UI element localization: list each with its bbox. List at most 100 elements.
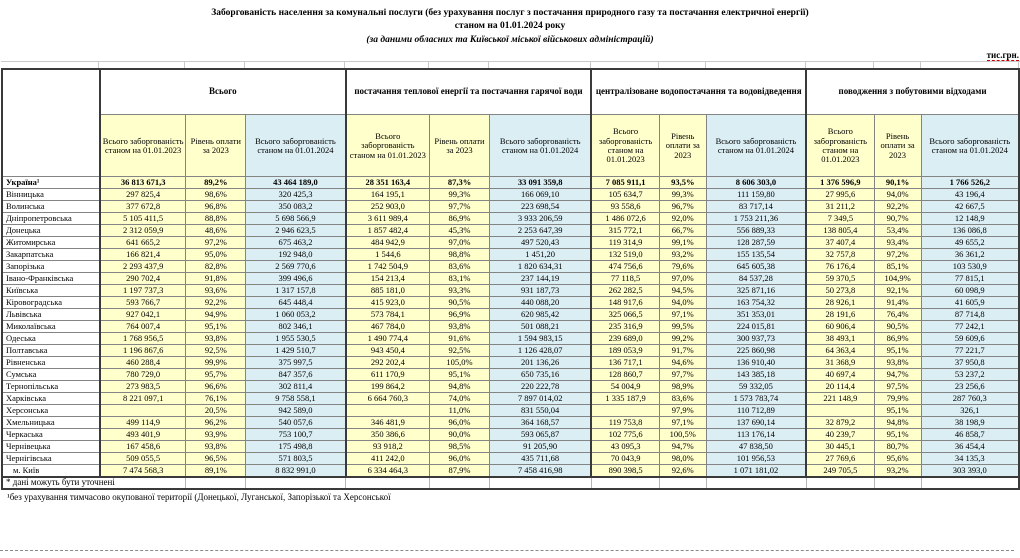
empty-cell — [185, 476, 247, 490]
debt-cell: 54 004,9 — [590, 380, 660, 394]
pay-level-cell: 79,9% — [873, 392, 922, 406]
pay-level-cell: 90,0% — [429, 428, 490, 442]
pay-level-cell: 94,7% — [873, 368, 922, 382]
debt-cell: 5 698 566,9 — [245, 212, 347, 226]
debt-cell: 943 450,4 — [344, 344, 431, 358]
pay-level-cell: 97,7% — [658, 368, 707, 382]
debt-cell: 847 357,6 — [245, 368, 347, 382]
debt-cell: 220 222,78 — [488, 380, 592, 394]
debt-cell: 32 757,8 — [805, 248, 875, 262]
pay-level-cell: 94,0% — [873, 188, 922, 202]
col-header-pay-level-2023: Рівень оплати за 2023 — [873, 114, 922, 178]
debt-cell: 302 811,4 — [245, 380, 347, 394]
debt-cell: 831 550,04 — [488, 404, 592, 418]
pay-level-cell: 91,7% — [658, 344, 707, 358]
pay-level-cell: 97,2% — [873, 248, 922, 262]
debt-cell: 346 481,9 — [344, 416, 431, 430]
pay-level-cell: 83,6% — [429, 260, 490, 274]
region-name: Кіровоградська — [1, 296, 101, 310]
debt-cell: 501 088,21 — [488, 320, 592, 334]
debt-cell: 43 464 189,0 — [245, 176, 347, 190]
debt-cell: 1 317 157,8 — [245, 284, 347, 298]
pay-level-cell: 92,0% — [658, 212, 707, 226]
debt-cell: 77 221,7 — [920, 344, 1020, 358]
pay-level-cell: 11,0% — [429, 404, 490, 418]
debt-cell: 320 425,3 — [245, 188, 347, 202]
debt-cell: 1 490 774,4 — [344, 332, 431, 346]
table-row: Полтавська 1 196 867,6 92,5% 1 429 510,7 943… — [1, 344, 1020, 358]
pay-level-cell: 92,2% — [873, 200, 922, 214]
pay-level-cell: 87,9% — [429, 464, 490, 478]
debt-cell: 201 136,26 — [488, 356, 592, 370]
debt-cell: 93 558,6 — [590, 200, 660, 214]
empty-cell — [805, 476, 875, 490]
pay-level-cell: 80,7% — [873, 440, 922, 454]
col-header-pay-level-2023: Рівень оплати за 2023 — [658, 114, 707, 178]
region-name: Миколаївська — [1, 320, 101, 334]
pay-level-cell: 95,0% — [185, 248, 247, 262]
debt-cell: 36 454,4 — [920, 440, 1020, 454]
footnote-occupied-territories: ¹без урахування тимчасово окупованої тер… — [7, 491, 391, 502]
pay-level-cell: 95,1% — [873, 344, 922, 358]
debt-cell: 303 393,0 — [920, 464, 1020, 478]
debt-cell: 192 948,0 — [245, 248, 347, 262]
table-row: Волинська 377 672,8 96,8% 350 083,2 252 903,… — [1, 200, 1020, 214]
debt-cell: 59 609,6 — [920, 332, 1020, 346]
debt-cell: 890 398,5 — [590, 464, 660, 478]
pay-level-cell: 92,5% — [429, 344, 490, 358]
debt-cell: 802 346,1 — [245, 320, 347, 334]
debt-cell: 1 820 634,31 — [488, 260, 592, 274]
table-row: Чернігівська 509 055,5 96,5% 571 803,5 411 2… — [1, 452, 1020, 466]
region-name: Тернопільська — [1, 380, 101, 394]
debt-cell: 1 071 181,02 — [705, 464, 807, 478]
pay-level-cell: 95,1% — [185, 320, 247, 334]
debt-cell: 59 332,05 — [705, 380, 807, 394]
region-name: Івано-Франківська — [1, 272, 101, 286]
debt-cell: 1 486 072,6 — [590, 212, 660, 226]
debt-cell: 43 196,4 — [920, 188, 1020, 202]
debt-cell: 7 897 014,02 — [488, 392, 592, 406]
debt-cell: 70 043,9 — [590, 452, 660, 466]
pay-level-cell: 96,6% — [185, 380, 247, 394]
debt-cell: 467 784,0 — [344, 320, 431, 334]
debt-cell: 942 589,0 — [245, 404, 347, 418]
debt-cell: 350 386,6 — [344, 428, 431, 442]
pay-level-cell: 91,8% — [185, 272, 247, 286]
debt-cell: 415 923,0 — [344, 296, 431, 310]
footnote-data-note: * дані можуть бути уточнені — [2, 476, 187, 490]
debt-cell: 119 753,8 — [590, 416, 660, 430]
pay-level-cell: 66,7% — [658, 224, 707, 238]
debt-cell: 8 832 991,0 — [245, 464, 347, 478]
pay-level-cell: 99,2% — [658, 332, 707, 346]
region-name: Донецька — [1, 224, 101, 238]
debt-cell: 1 573 783,74 — [705, 392, 807, 406]
debt-cell: 931 187,73 — [488, 284, 592, 298]
debt-cell: 1 594 983,15 — [488, 332, 592, 346]
debt-cell: 6 334 464,3 — [344, 464, 431, 478]
debt-cell: 377 672,8 — [98, 200, 187, 214]
debt-cell: 102 775,6 — [590, 428, 660, 442]
pay-level-cell: 93,8% — [873, 356, 922, 370]
debt-cell: 23 256,6 — [920, 380, 1020, 394]
pay-level-cell: 99,3% — [429, 188, 490, 202]
debt-cell: 41 605,9 — [920, 296, 1020, 310]
debt-cell: 128 287,59 — [705, 236, 807, 250]
debt-cell: 273 983,5 — [98, 380, 187, 394]
debt-cell: 83 717,14 — [705, 200, 807, 214]
debt-cell: 540 057,6 — [245, 416, 347, 430]
pay-level-cell: 48,6% — [185, 224, 247, 238]
table-row: Запорізька 2 293 437,9 82,8% 2 569 770,6 1 7… — [1, 260, 1020, 274]
region-name: Чернівецька — [1, 440, 101, 454]
debt-cell: 36 361,2 — [920, 248, 1020, 262]
table-row: Україна¹ 36 813 671,3 89,2% 43 464 189,0 28 … — [1, 176, 1020, 190]
col-header-debt-2023: Всього заборгованість станом на 01.01.20… — [98, 114, 187, 178]
debt-cell: 1 196 867,6 — [98, 344, 187, 358]
debt-cell: 780 729,0 — [98, 368, 187, 382]
debt-cell: 60 098,9 — [920, 284, 1020, 298]
pay-level-cell: 99,3% — [658, 188, 707, 202]
debt-cell: 1 766 526,2 — [920, 176, 1020, 190]
debt-cell: 645 448,4 — [245, 296, 347, 310]
pay-level-cell: 53,4% — [873, 224, 922, 238]
table-row: Сумська 780 729,0 95,7% 847 357,6 611 170,9 9… — [1, 368, 1020, 382]
table-row: Хмельницька 499 114,9 96,2% 540 057,6 346 48… — [1, 416, 1020, 430]
